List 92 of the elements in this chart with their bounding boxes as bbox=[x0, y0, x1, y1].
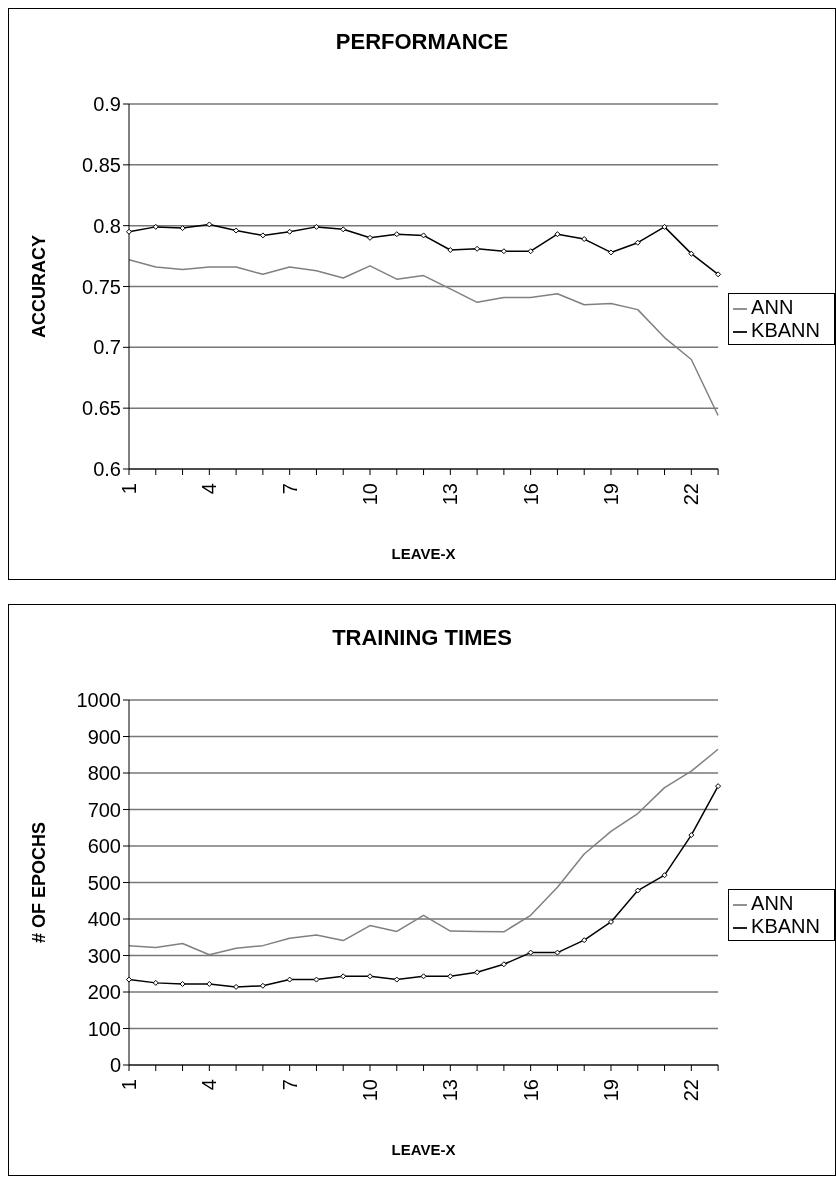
legend-label: ANN bbox=[751, 892, 794, 914]
x-tick-label: 22 bbox=[680, 483, 703, 506]
point bbox=[554, 231, 561, 238]
x-tick-label: 19 bbox=[599, 1079, 622, 1102]
point bbox=[179, 225, 186, 232]
x-tick-label: 16 bbox=[519, 483, 542, 506]
point bbox=[393, 976, 400, 983]
point bbox=[715, 783, 722, 790]
y-tick-label: 300 bbox=[87, 944, 121, 967]
point bbox=[179, 980, 186, 987]
y-tick-label: 0.9 bbox=[93, 93, 121, 116]
point bbox=[607, 918, 614, 925]
point bbox=[340, 226, 347, 233]
point bbox=[366, 234, 373, 241]
point bbox=[474, 969, 481, 976]
x-tick-label: 4 bbox=[198, 1079, 221, 1091]
y-axis-title: ACCURACY bbox=[29, 235, 50, 338]
y-tick-label: 0.8 bbox=[93, 214, 121, 237]
y-tick-label: 900 bbox=[87, 725, 121, 748]
point bbox=[313, 223, 320, 230]
y-tick-label: 0.75 bbox=[82, 275, 121, 298]
point bbox=[152, 223, 159, 230]
point bbox=[233, 983, 240, 990]
x-tick-label: 19 bbox=[599, 483, 622, 506]
point bbox=[233, 227, 240, 234]
y-tick-label: 0.6 bbox=[93, 458, 121, 481]
x-tick-label: 1 bbox=[118, 1079, 140, 1091]
x-axis-title: LEAVE-X bbox=[391, 1141, 456, 1158]
point bbox=[206, 980, 213, 987]
x-tick-label: 16 bbox=[519, 1079, 542, 1102]
x-tick-label: 10 bbox=[358, 1079, 381, 1102]
point bbox=[259, 232, 266, 239]
x-axis-title: LEAVE-X bbox=[391, 545, 456, 562]
x-tick-label: 13 bbox=[439, 1079, 462, 1102]
y-tick-label: 700 bbox=[87, 798, 121, 821]
x-tick-label: 4 bbox=[198, 483, 221, 495]
point bbox=[661, 872, 668, 879]
point bbox=[527, 949, 534, 956]
point bbox=[206, 221, 213, 228]
legend-label: KBANN bbox=[751, 319, 820, 341]
point bbox=[259, 982, 266, 989]
x-tick-label: 10 bbox=[358, 483, 381, 506]
point bbox=[420, 232, 427, 239]
point bbox=[447, 973, 454, 980]
point bbox=[313, 976, 320, 983]
point bbox=[581, 937, 588, 944]
point bbox=[715, 271, 722, 278]
y-tick-label: 500 bbox=[87, 871, 121, 894]
point bbox=[554, 949, 561, 956]
point bbox=[393, 231, 400, 238]
point bbox=[286, 228, 293, 235]
point bbox=[634, 887, 641, 894]
x-tick-label: 1 bbox=[118, 483, 140, 495]
x-tick-label: 7 bbox=[278, 1079, 301, 1091]
x-tick-label: 22 bbox=[680, 1079, 703, 1102]
point bbox=[286, 976, 293, 983]
point bbox=[340, 973, 347, 980]
y-tick-label: 800 bbox=[87, 762, 121, 785]
y-tick-label: 0.65 bbox=[82, 397, 121, 420]
point bbox=[474, 245, 481, 252]
point bbox=[366, 973, 373, 980]
chart-title: PERFORMANCE bbox=[334, 28, 510, 56]
point bbox=[581, 236, 588, 243]
line-series bbox=[128, 258, 719, 417]
point bbox=[126, 976, 132, 983]
y-axis-title: # OF EPOCHS bbox=[29, 821, 50, 944]
y-tick-label: 200 bbox=[87, 981, 121, 1004]
point bbox=[126, 228, 132, 235]
line-series bbox=[128, 748, 719, 956]
y-tick-label: 1000 bbox=[76, 689, 121, 712]
chart-title: TRAINING TIMES bbox=[331, 624, 513, 652]
point bbox=[152, 979, 159, 986]
y-tick-label: 400 bbox=[87, 908, 121, 931]
point bbox=[634, 239, 641, 246]
x-tick-label: 13 bbox=[439, 483, 462, 506]
y-tick-label: 0.85 bbox=[82, 153, 121, 176]
point bbox=[420, 973, 427, 980]
x-tick-label: 7 bbox=[278, 483, 301, 495]
legend-label: ANN bbox=[751, 296, 794, 318]
y-tick-label: 0 bbox=[109, 1054, 121, 1077]
point bbox=[527, 248, 534, 255]
point bbox=[688, 832, 695, 839]
point bbox=[607, 249, 614, 256]
legend-label: KBANN bbox=[751, 915, 820, 937]
y-tick-label: 100 bbox=[87, 1017, 121, 1040]
y-tick-label: 600 bbox=[87, 835, 121, 858]
y-tick-label: 0.7 bbox=[93, 336, 121, 359]
point bbox=[447, 247, 454, 253]
point bbox=[500, 248, 507, 255]
point bbox=[661, 223, 668, 230]
point bbox=[500, 961, 507, 968]
point bbox=[688, 250, 695, 257]
